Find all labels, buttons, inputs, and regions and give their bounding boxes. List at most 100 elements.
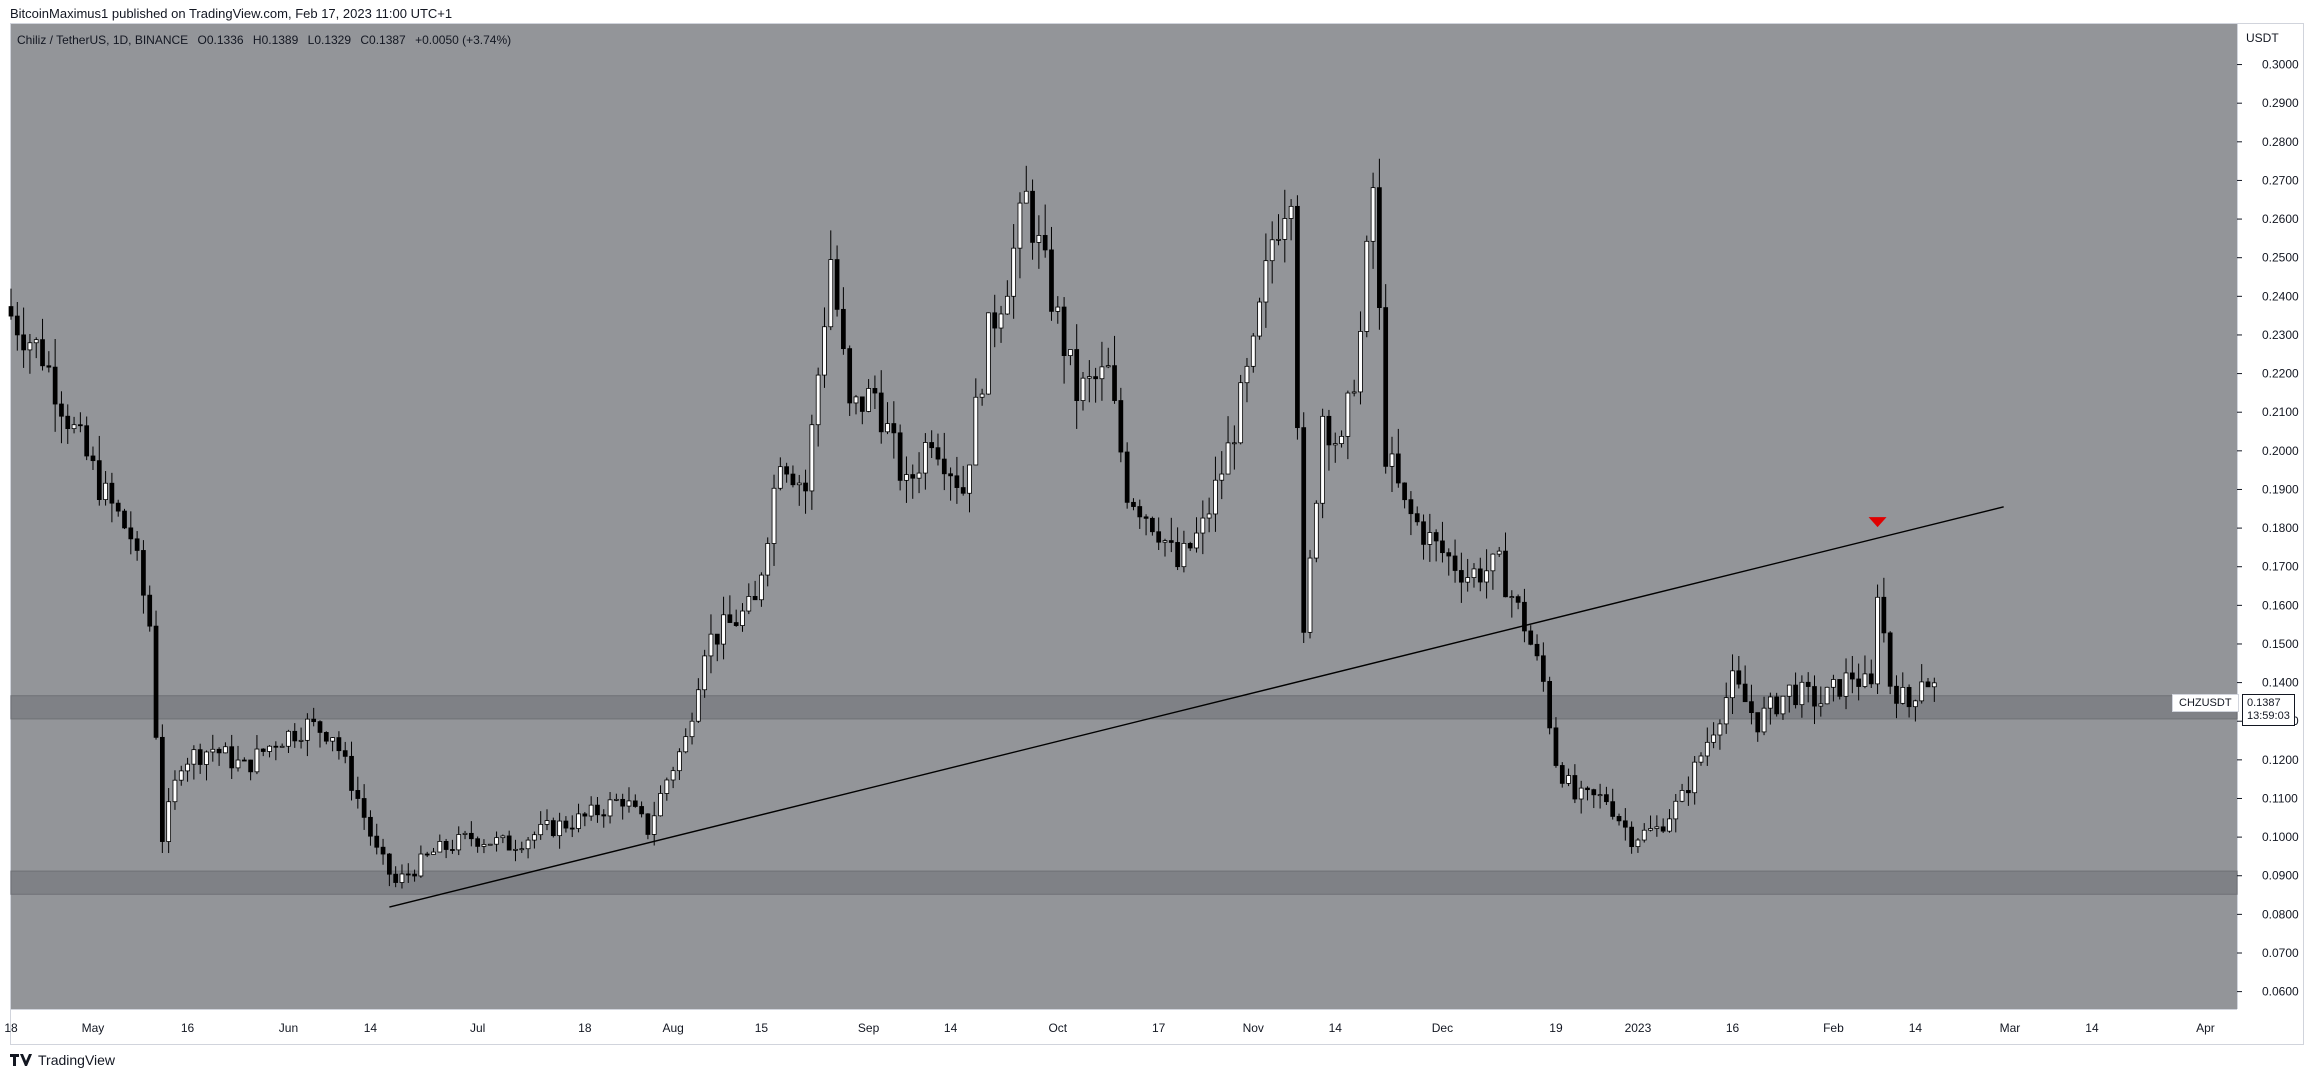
- x-tick-label-9: Sep: [858, 1021, 880, 1035]
- candle-body-2022-11-15: [1339, 435, 1344, 444]
- candle-body-2022-10-18: [1162, 540, 1168, 543]
- candle-body-2022-05-13: [166, 801, 172, 842]
- x-tick-label-17: 2023: [1625, 1021, 1652, 1035]
- y-tick-label-6: 0.2400: [2262, 289, 2299, 303]
- candle-body-2022-08-26: [828, 259, 834, 328]
- symbol-legend[interactable]: Chiliz / TetherUS, 1D, BINANCE O0.1336 H…: [17, 33, 511, 47]
- candle-body-2022-04-26: [59, 403, 64, 417]
- candle-body-2023-01-19: [1749, 701, 1754, 713]
- candle-body-2022-08-21: [796, 482, 802, 486]
- x-tick-label-1: May: [82, 1021, 105, 1035]
- x-tick-label-23: Apr: [2196, 1021, 2215, 1035]
- candle-body-2022-12-11: [1503, 550, 1508, 598]
- x-tick-label-11: Oct: [1048, 1021, 1067, 1035]
- x-tick-label-12: 17: [1152, 1021, 1166, 1035]
- candle-body-2022-10-03: [1068, 349, 1073, 357]
- candle-body-2023-01-23: [1774, 696, 1780, 715]
- candle-body-2022-12-01: [1440, 540, 1445, 554]
- candle-body-2023-01-10: [1692, 761, 1698, 794]
- candle-body-2022-08-14: [752, 596, 758, 601]
- candle-body-2022-07-20: [595, 804, 600, 816]
- candle-body-2023-02-16: [1925, 681, 1931, 688]
- candle-body-2022-07-25: [626, 800, 632, 807]
- candle-body-2022-12-10: [1496, 550, 1502, 555]
- candle-body-2023-02-15: [1919, 681, 1925, 702]
- candle-body-2023-02-17: [1931, 682, 1937, 688]
- candle-body-2022-07-22: [607, 799, 613, 817]
- candle-body-2023-02-10: [1887, 632, 1893, 687]
- x-tick-label-15: Dec: [1432, 1021, 1453, 1035]
- support-zone-2: [10, 870, 2238, 895]
- candle-body-2022-08-01: [670, 770, 676, 781]
- y-tick-label-8: 0.2200: [2262, 367, 2299, 381]
- candle-body-2022-10-06: [1086, 376, 1092, 379]
- candle-body-2022-11-07: [1288, 205, 1294, 219]
- candle-body-2022-08-11: [733, 622, 739, 626]
- y-tick-label-0: 0.3000: [2262, 58, 2299, 72]
- candle-body-2022-10-05: [1080, 377, 1086, 401]
- candle-body-2022-05-24: [235, 759, 241, 769]
- y-tick-label-13: 0.1700: [2262, 560, 2299, 574]
- candle-body-2023-01-04: [1654, 826, 1660, 829]
- candle-body-2022-12-26: [1597, 794, 1603, 797]
- candle-body-2022-06-15: [374, 835, 380, 848]
- candle-body-2023-02-13: [1906, 686, 1912, 708]
- candle-body-2022-09-26: [1023, 190, 1029, 204]
- candle-body-2022-07-03: [487, 843, 493, 846]
- candle-body-2022-04-30: [84, 425, 90, 457]
- candle-body-2022-05-14: [172, 779, 178, 803]
- candle-body-2022-07-26: [632, 800, 638, 807]
- candle-body-2022-07-15: [563, 820, 569, 829]
- candle-body-2022-11-14: [1332, 443, 1338, 446]
- candle-body-2022-12-23: [1578, 787, 1584, 800]
- candle-body-2022-12-30: [1622, 820, 1628, 828]
- x-tick-label-0: 18: [4, 1021, 18, 1035]
- candle-body-2023-01-07: [1673, 800, 1679, 820]
- candle-body-2022-04-21: [27, 342, 33, 351]
- candle-body-2022-07-02: [481, 844, 487, 847]
- price-axis[interactable]: [2237, 24, 2303, 1009]
- x-tick-label-21: Mar: [2000, 1021, 2021, 1035]
- footer-brand-label: TradingView: [38, 1052, 116, 1068]
- candle-body-2022-10-17: [1156, 531, 1162, 543]
- candle-body-2023-01-30: [1818, 703, 1824, 707]
- y-tick-label-7: 0.2300: [2262, 328, 2299, 342]
- candle-body-2022-05-30: [273, 745, 279, 748]
- time-axis[interactable]: [11, 1009, 2237, 1044]
- candle-body-2022-08-07: [708, 633, 714, 657]
- candle-body-2022-07-28: [645, 813, 651, 835]
- candle-body-2022-08-30: [853, 396, 859, 404]
- x-tick-label-14: 14: [1329, 1021, 1343, 1035]
- candle-body-2022-10-26: [1213, 479, 1218, 515]
- candle-body-2022-05-11: [153, 625, 159, 738]
- candle-body-2022-07-05: [500, 835, 506, 839]
- candle-body-2022-10-04: [1074, 349, 1080, 401]
- candle-body-2023-02-03: [1843, 672, 1849, 697]
- candle-body-2022-09-12: [935, 447, 941, 460]
- candle-body-2022-11-30: [1433, 532, 1439, 542]
- candle-body-2023-02-01: [1831, 679, 1836, 688]
- candle-body-2022-07-16: [569, 827, 575, 830]
- candle-body-2022-11-02: [1257, 301, 1262, 337]
- candle-body-2022-12-08: [1484, 570, 1489, 583]
- y-tick-label-12: 0.1800: [2262, 521, 2299, 535]
- plot-area[interactable]: [11, 24, 2237, 1009]
- candle-body-2023-02-05: [1856, 678, 1861, 687]
- candle-body-2022-04-22: [33, 339, 39, 344]
- candle-body-2022-06-02: [292, 730, 298, 742]
- candle-body-2022-06-12: [355, 790, 361, 799]
- candle-body-2022-08-24: [815, 374, 821, 426]
- y-tick-label-19: 0.1100: [2262, 791, 2298, 805]
- candle-body-2022-05-29: [267, 745, 272, 752]
- candle-body-2022-08-09: [721, 614, 726, 645]
- x-tick-label-16: 19: [1549, 1021, 1563, 1035]
- candle-body-2022-12-18: [1547, 681, 1553, 729]
- last-price-tag: 0.1387 13:59:03: [2242, 694, 2295, 726]
- candle-body-2022-11-20: [1370, 187, 1376, 242]
- footer-brand[interactable]: TradingView: [10, 1052, 115, 1068]
- x-tick-label-20: 14: [1909, 1021, 1923, 1035]
- candle-body-2022-06-01: [286, 730, 291, 747]
- candle-body-2022-05-10: [147, 594, 153, 627]
- y-tick-label-16: 0.1400: [2262, 676, 2299, 690]
